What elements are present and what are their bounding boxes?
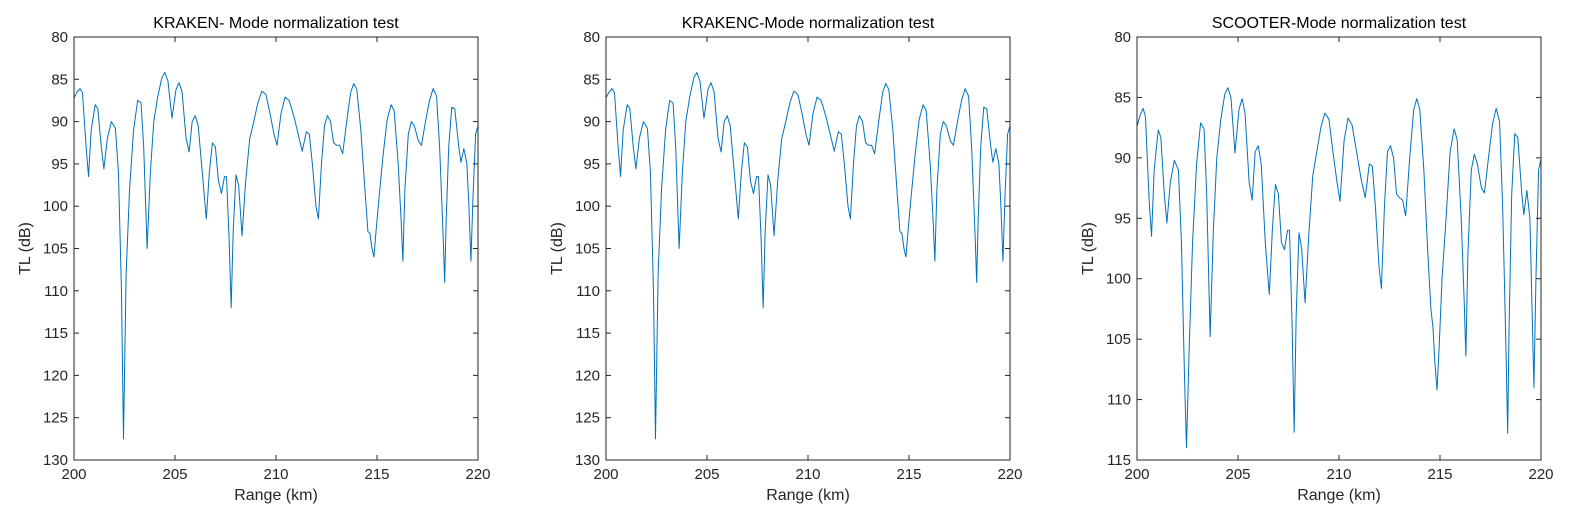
series-line-1 <box>606 72 1010 440</box>
y-tick-label: 85 <box>583 71 600 88</box>
chart-panel-3: 200 205 210 215 220 80 85 90 95 100 105 110 115 SCOOT… <box>1080 15 1554 504</box>
y-tick-label: 80 <box>583 29 600 46</box>
y-tick-label: 115 <box>44 325 68 342</box>
y-tick-label: 80 <box>51 29 68 46</box>
y-tick-label: 85 <box>51 71 68 88</box>
y-tick-label: 130 <box>575 452 600 469</box>
x-tick-label: 220 <box>997 466 1022 483</box>
y-tick-label: 100 <box>43 198 68 215</box>
y-tick-label: 115 <box>576 325 600 342</box>
y-tick-label: 100 <box>575 198 600 215</box>
y-tick-label: 95 <box>1114 210 1131 227</box>
x-tick-label: 200 <box>1124 466 1149 483</box>
chart-title: SCOOTER-Mode normalization test <box>1212 15 1467 32</box>
y-tick-label: 80 <box>1114 29 1131 46</box>
y-tick-label: 110 <box>576 283 600 300</box>
y-tick-label: 125 <box>575 410 600 427</box>
x-axis-label: Range (km) <box>766 487 850 504</box>
y-axis-label: TL (dB) <box>17 222 34 275</box>
y-axis-label: TL (dB) <box>1080 222 1097 275</box>
chart-panel-1: 200 205 210 215 220 80 85 90 95 100 105 110 115 120 12… <box>17 15 491 504</box>
y-tick-label: 105 <box>43 241 68 258</box>
chart-title: KRAKEN- Mode normalization test <box>153 15 399 32</box>
y-tick-label: 95 <box>583 156 600 173</box>
y-tick-label: 110 <box>44 283 68 300</box>
series-line-1 <box>74 72 478 440</box>
x-tick-label: 215 <box>1427 466 1452 483</box>
x-tick-label: 220 <box>1528 466 1553 483</box>
x-axis-label: Range (km) <box>1297 487 1381 504</box>
y-tick-label: 110 <box>1107 392 1131 409</box>
x-tick-label: 205 <box>162 466 187 483</box>
y-tick-label: 85 <box>1114 89 1131 106</box>
y-tick-label: 120 <box>575 367 600 384</box>
x-tick-label: 210 <box>263 466 288 483</box>
x-tick-label: 215 <box>364 466 389 483</box>
x-tick-label: 205 <box>1225 466 1250 483</box>
y-tick-label: 105 <box>575 241 600 258</box>
y-tick-label: 100 <box>1106 271 1131 288</box>
y-tick-label: 90 <box>51 114 68 131</box>
y-tick-label: 115 <box>1107 452 1131 469</box>
series-line-1 <box>1137 87 1541 449</box>
y-tick-label: 105 <box>1106 331 1131 348</box>
y-tick-label: 130 <box>43 452 68 469</box>
x-tick-label: 210 <box>1326 466 1351 483</box>
y-tick-label: 95 <box>51 156 68 173</box>
chart-panel-2: 200 205 210 215 220 80 85 90 95 100 105 110 115 120 12… <box>549 15 1023 504</box>
x-tick-label: 220 <box>465 466 490 483</box>
x-axis-label: Range (km) <box>234 487 318 504</box>
y-axis-label: TL (dB) <box>549 222 566 275</box>
x-tick-label: 215 <box>896 466 921 483</box>
x-tick-label: 210 <box>795 466 820 483</box>
y-tick-label: 125 <box>43 410 68 427</box>
y-tick-label: 90 <box>583 114 600 131</box>
x-tick-label: 200 <box>61 466 86 483</box>
y-tick-label: 90 <box>1114 150 1131 167</box>
chart-title: KRAKENC-Mode normalization test <box>682 15 935 32</box>
y-tick-label: 120 <box>43 367 68 384</box>
x-tick-label: 200 <box>593 466 618 483</box>
x-tick-label: 205 <box>694 466 719 483</box>
